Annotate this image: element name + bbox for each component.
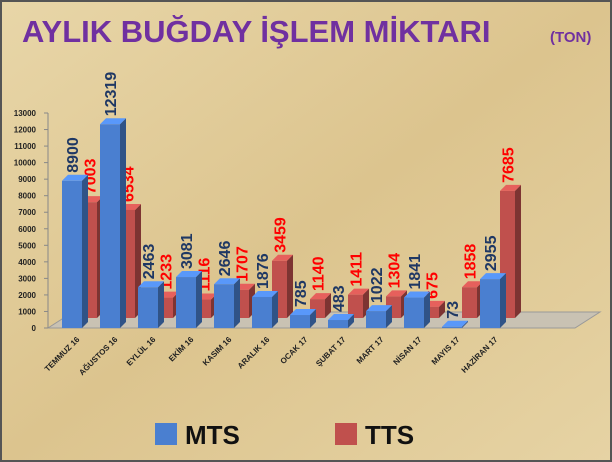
value-label: 1876 <box>255 253 272 289</box>
value-label: 1858 <box>463 244 480 280</box>
bar <box>62 180 82 328</box>
bar-side <box>386 305 392 328</box>
legend-swatch <box>335 423 357 445</box>
y-tick-label: 10000 <box>14 159 37 168</box>
y-tick-label: 1000 <box>18 307 36 316</box>
value-label: 785 <box>293 280 310 307</box>
bar-side <box>515 184 521 318</box>
value-label: 73 <box>445 301 462 319</box>
bar-top <box>442 320 468 327</box>
bar <box>366 311 386 328</box>
bar <box>442 326 462 328</box>
bar-top <box>480 273 506 280</box>
bar-top <box>500 184 521 191</box>
y-tick-label: 0 <box>32 324 37 333</box>
bar-top <box>62 174 88 181</box>
bar-top <box>252 290 278 297</box>
bar <box>176 277 196 328</box>
bar <box>462 287 477 318</box>
value-label: 1841 <box>407 254 424 290</box>
value-label: 1304 <box>387 253 404 289</box>
bar-side <box>196 271 202 328</box>
bar-top <box>404 291 430 298</box>
bar-side <box>158 281 164 328</box>
bar-top <box>214 278 240 285</box>
value-label: 2955 <box>483 235 500 271</box>
chart-title: AYLIK BUĞDAY İŞLEM MİKTARI <box>22 14 491 49</box>
y-tick-label: 13000 <box>14 109 37 118</box>
bar-side <box>120 118 126 328</box>
value-label: 8900 <box>65 137 82 173</box>
y-tick-label: 12000 <box>14 126 37 135</box>
y-tick-label: 11000 <box>14 142 36 151</box>
y-tick-label: 9000 <box>18 175 36 184</box>
bar <box>214 284 234 328</box>
bar-top <box>310 293 331 300</box>
bar <box>100 124 120 328</box>
bar-side <box>348 314 354 328</box>
bar <box>348 294 363 318</box>
y-tick-label: 6000 <box>18 225 36 234</box>
value-label: 7685 <box>501 147 518 183</box>
y-tick-label: 7000 <box>18 208 36 217</box>
value-label: 1140 <box>311 256 328 291</box>
bar-top <box>328 314 354 321</box>
y-tick-label: 4000 <box>18 258 36 267</box>
value-label: 1411 <box>349 252 366 287</box>
bar-top <box>100 118 126 125</box>
bar-top <box>348 288 369 295</box>
bar-side <box>325 293 331 318</box>
y-tick-label: 3000 <box>18 274 36 283</box>
bar-top <box>386 290 407 297</box>
bar-top <box>462 281 483 288</box>
legend-label: TTS <box>365 420 414 450</box>
value-label: 1022 <box>369 267 386 303</box>
bar-side <box>310 309 316 328</box>
value-label: 2646 <box>217 241 234 277</box>
bar-top <box>176 271 202 278</box>
bar-top <box>138 281 164 288</box>
value-label: 1233 <box>159 254 176 290</box>
value-label: 12319 <box>103 72 120 117</box>
value-label: 2463 <box>141 244 158 280</box>
bar-side <box>439 300 445 318</box>
bar <box>480 279 500 328</box>
bar-side <box>287 254 293 318</box>
bar-top <box>272 254 293 261</box>
legend-swatch <box>155 423 177 445</box>
legend-label: MTS <box>185 420 240 450</box>
bar-top <box>366 305 392 312</box>
bar-side <box>424 291 430 328</box>
y-tick-label: 2000 <box>18 291 36 300</box>
y-tick-label: 8000 <box>18 192 36 201</box>
y-tick-label: 5000 <box>18 241 36 250</box>
bar-top <box>290 309 316 316</box>
bar-side <box>500 273 506 328</box>
value-label: 3081 <box>179 233 196 269</box>
bar <box>138 287 158 328</box>
bar <box>252 296 272 328</box>
bar-side <box>82 174 88 328</box>
value-label: 3459 <box>273 217 290 253</box>
bar-side <box>462 320 468 328</box>
title-unit: (TON) <box>550 29 591 46</box>
value-label: 483 <box>331 285 348 312</box>
bar <box>424 306 439 318</box>
value-label: 1707 <box>235 246 252 282</box>
bar <box>328 320 348 328</box>
bar <box>290 315 310 328</box>
bar-side <box>272 290 278 328</box>
bar <box>404 297 424 328</box>
bar-side <box>234 278 240 328</box>
